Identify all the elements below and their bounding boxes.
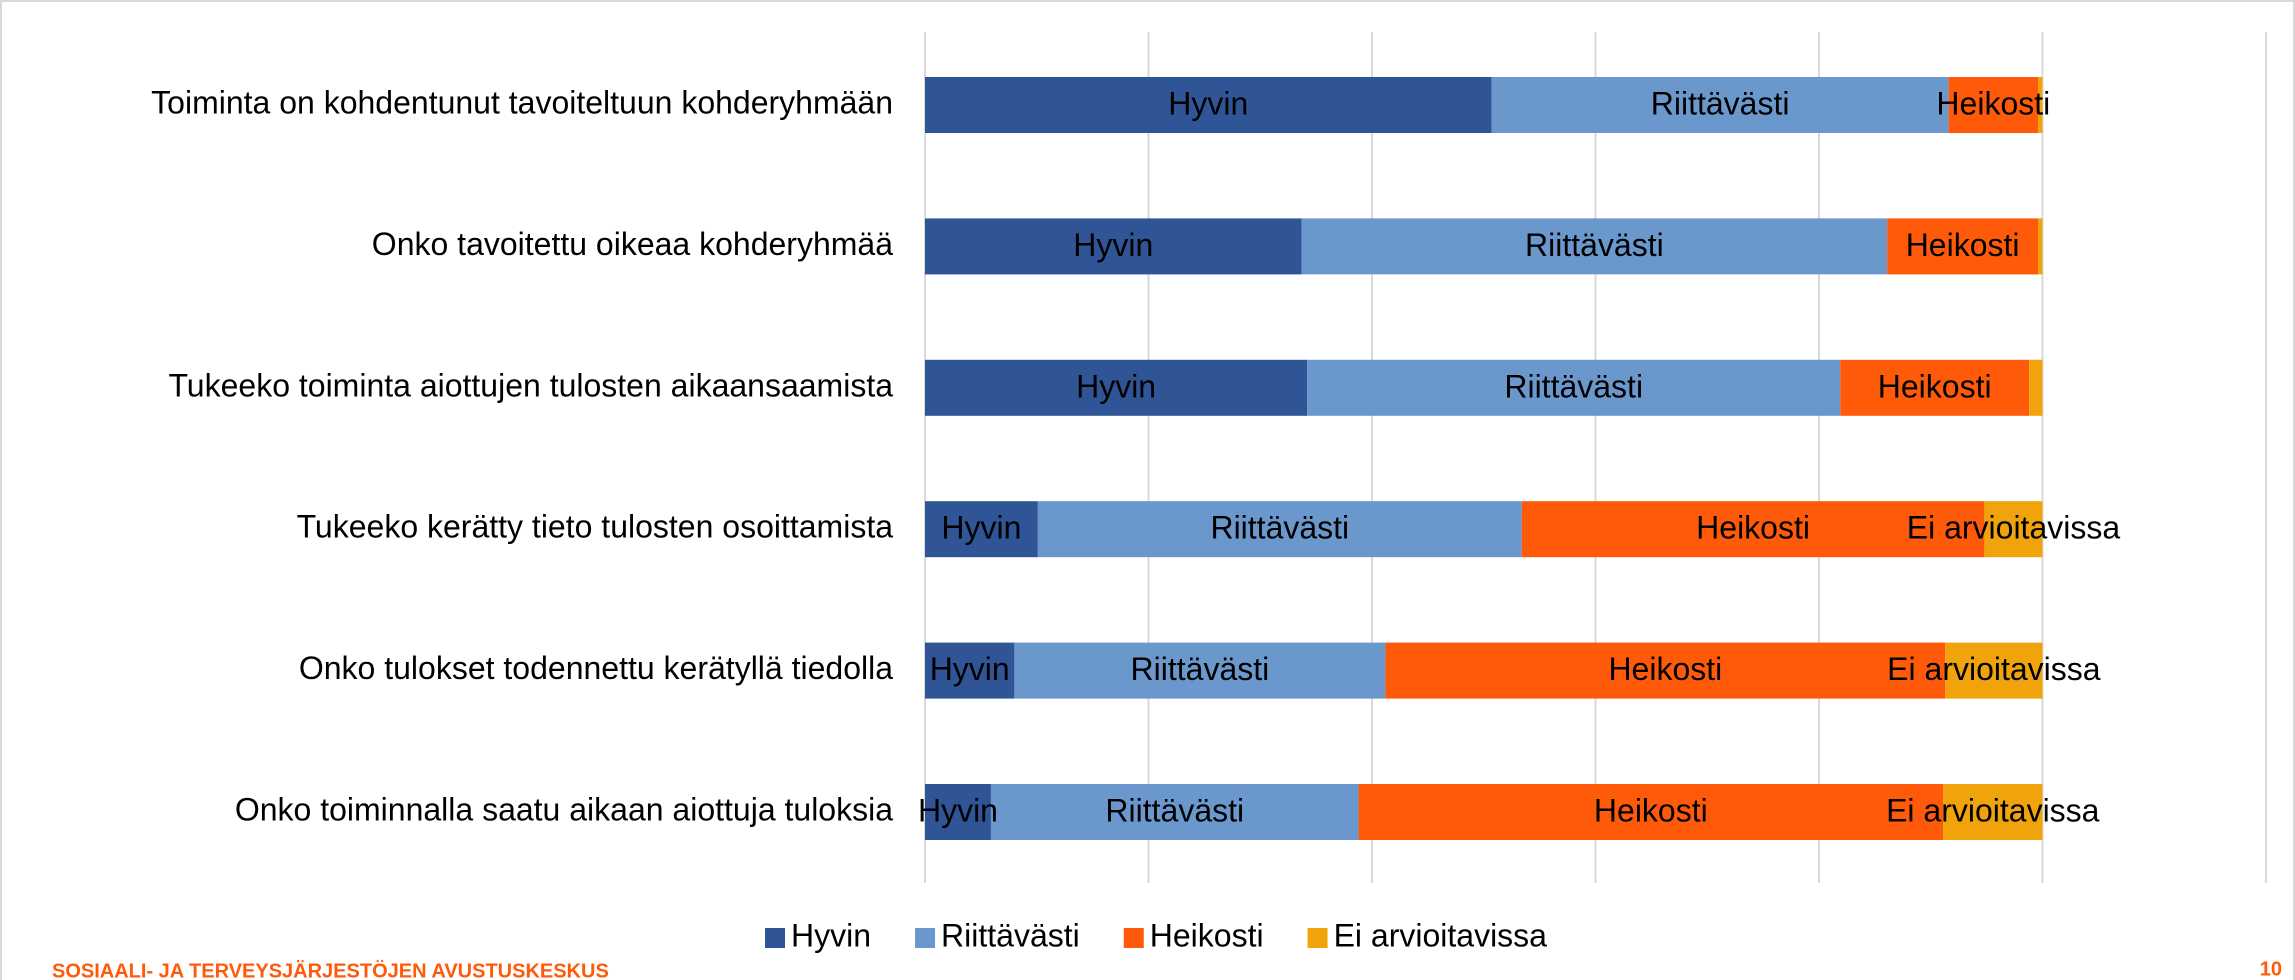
category-label: Onko tavoitettu oikeaa kohderyhmää bbox=[372, 226, 893, 262]
bar-segment bbox=[1840, 359, 2030, 416]
bar-segment bbox=[1301, 218, 1888, 275]
bar-segment bbox=[1887, 218, 2039, 275]
segment-label: Heikosti bbox=[1696, 510, 1810, 546]
category-label: Tukeeko kerätty tieto tulosten osoittami… bbox=[297, 509, 894, 545]
segment-label: Riittävästi bbox=[1210, 510, 1349, 546]
segment-label: Ei arvioitavissa bbox=[1886, 792, 2100, 828]
segment-label: Riittävästi bbox=[1504, 368, 1643, 404]
legend-label: Ei arvioitavissa bbox=[1334, 917, 1548, 953]
segment-label: Hyvin bbox=[930, 651, 1010, 687]
bar-segment bbox=[925, 359, 1308, 416]
bar-segment bbox=[2038, 77, 2043, 133]
category-label: Toiminta on kohdentunut tavoiteltuun koh… bbox=[151, 84, 893, 120]
bar-segment bbox=[1984, 501, 2043, 558]
segment-label: Heikosti bbox=[1594, 792, 1708, 828]
segment-label: Hyvin bbox=[1076, 368, 1156, 404]
segment-label: Riittävästi bbox=[1651, 85, 1790, 121]
bar-segment bbox=[990, 784, 1359, 840]
segment-label: Ei arvioitavissa bbox=[1887, 651, 2101, 687]
legend-label: Heikosti bbox=[1150, 917, 1264, 953]
bar-segment bbox=[925, 77, 1492, 133]
bar-segment bbox=[1307, 359, 1841, 416]
bar-segment bbox=[925, 501, 1038, 558]
category-label: Onko tulokset todennettu kerätyllä tiedo… bbox=[299, 650, 893, 686]
page-number: 10 bbox=[2260, 958, 2282, 980]
bar-segment bbox=[1014, 642, 1386, 699]
legend-swatch bbox=[765, 928, 786, 948]
segment-label: Heikosti bbox=[1878, 368, 1992, 404]
bar-segment bbox=[1358, 784, 1944, 840]
segment-label: Hyvin bbox=[1073, 227, 1153, 263]
segment-label: Riittävästi bbox=[1105, 792, 1244, 828]
segment-label: Heikosti bbox=[1906, 227, 2020, 263]
legend-swatch bbox=[1307, 928, 1328, 948]
segment-label: Riittävästi bbox=[1131, 651, 1270, 687]
bar-segment bbox=[1945, 642, 2043, 699]
bar-segment bbox=[1948, 77, 2039, 133]
bar-segment bbox=[1943, 784, 2043, 840]
category-label: Onko toiminnalla saatu aikaan aiottuja t… bbox=[235, 791, 893, 827]
bar-segment bbox=[1385, 642, 1946, 699]
bar-segment bbox=[1521, 501, 1985, 558]
legend-label: Riittävästi bbox=[941, 917, 1080, 953]
bar-segment bbox=[1037, 501, 1522, 558]
bar-segment bbox=[2038, 218, 2043, 275]
bar-segment bbox=[2029, 359, 2043, 416]
segment-label: Heikosti bbox=[1936, 85, 2050, 121]
bar-segment bbox=[925, 218, 1302, 275]
segment-label: Hyvin bbox=[1168, 85, 1248, 121]
segment-label: Hyvin bbox=[941, 510, 1021, 546]
bar-segment bbox=[925, 784, 991, 840]
legend-label: Hyvin bbox=[791, 917, 871, 953]
segment-label: Riittävästi bbox=[1525, 227, 1664, 263]
legend-swatch bbox=[915, 928, 936, 948]
segment-label: Heikosti bbox=[1608, 651, 1722, 687]
legend-swatch bbox=[1123, 928, 1144, 948]
category-label: Tukeeko toiminta aiottujen tulosten aika… bbox=[168, 367, 893, 403]
segment-label: Ei arvioitavissa bbox=[1907, 510, 2121, 546]
footer-organization: SOSIAALI- JA TERVEYSJÄRJESTÖJEN AVUSTUSK… bbox=[52, 959, 609, 980]
segment-label: Hyvin bbox=[918, 792, 998, 828]
bar-segment bbox=[1491, 77, 1949, 133]
bar-segment bbox=[925, 642, 1015, 699]
